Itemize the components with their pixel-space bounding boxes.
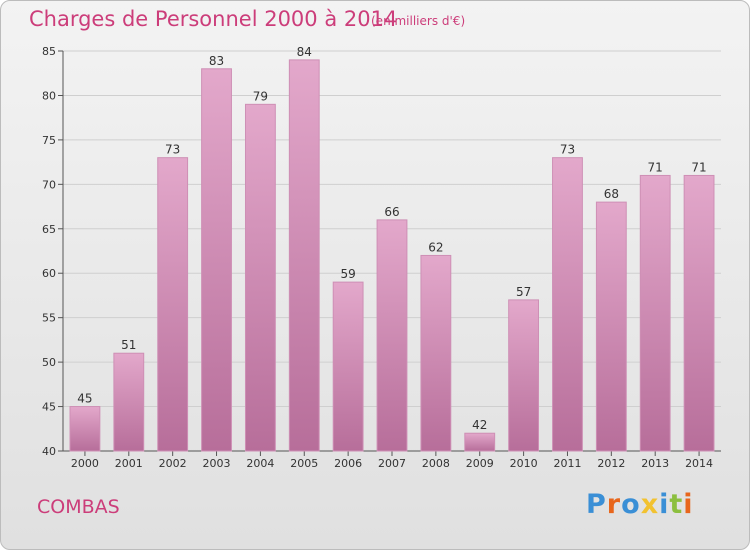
value-label: 83	[209, 54, 224, 68]
bar-2002	[157, 157, 189, 452]
bars	[69, 59, 715, 452]
bar-2010	[508, 299, 540, 452]
value-label: 79	[253, 89, 268, 103]
x-tick-label: 2012	[597, 457, 625, 470]
value-label: 68	[604, 187, 619, 201]
value-label: 42	[472, 418, 487, 432]
bar-2006	[332, 281, 364, 452]
x-tick-label: 2005	[290, 457, 318, 470]
value-label: 62	[428, 240, 443, 254]
y-tick-label: 65	[42, 223, 56, 236]
y-tick-label: 85	[42, 45, 56, 58]
y-tick-label: 55	[42, 312, 56, 325]
y-tick-label: 70	[42, 178, 56, 191]
bar-2007	[376, 219, 408, 452]
proxiti-logo[interactable]: Proxiti	[586, 489, 694, 520]
bar-2001	[113, 352, 145, 452]
value-label: 73	[165, 143, 180, 157]
bar-2011	[552, 157, 583, 452]
y-tick-label: 50	[42, 356, 56, 369]
bar-2008	[420, 254, 452, 452]
logo-letter: P	[586, 489, 607, 520]
x-tick-label: 2006	[334, 457, 362, 470]
x-tick-label: 2010	[510, 457, 538, 470]
y-tick-label: 75	[42, 134, 56, 147]
x-tick-label: 2007	[378, 457, 406, 470]
value-label: 59	[340, 267, 355, 281]
y-tick-label: 80	[42, 89, 56, 102]
bar-2014	[683, 174, 715, 452]
logo-letter: o	[621, 489, 641, 520]
y-tick-label: 60	[42, 267, 56, 280]
logo-letter: i	[659, 489, 670, 520]
value-label: 66	[384, 205, 399, 219]
value-label: 71	[691, 160, 706, 174]
bar-2009	[464, 432, 496, 452]
bar-2004	[244, 103, 276, 452]
x-tick-label: 2013	[641, 457, 669, 470]
value-label: 84	[297, 45, 312, 59]
x-tick-label: 2011	[553, 457, 581, 470]
value-label: 71	[648, 160, 663, 174]
x-tick-label: 2002	[159, 457, 187, 470]
logo-letter: x	[640, 489, 660, 520]
value-label: 57	[516, 285, 531, 299]
bar-2013	[639, 174, 671, 452]
logo-letter: t	[669, 489, 684, 520]
x-tick-label: 2008	[422, 457, 450, 470]
bar-2005	[288, 59, 320, 452]
x-tick-label: 2009	[466, 457, 494, 470]
value-label: 45	[77, 392, 92, 406]
value-label: 51	[121, 338, 136, 352]
value-label: 73	[560, 143, 575, 157]
chart-subtitle: (en milliers d'€)	[371, 14, 466, 28]
x-tick-label: 2014	[685, 457, 713, 470]
logo-letter: r	[606, 489, 622, 520]
y-tick-label: 40	[42, 445, 56, 458]
x-tick-label: 2000	[71, 457, 99, 470]
chart-title: Charges de Personnel 2000 à 2014	[29, 7, 398, 31]
logo-letter: i	[683, 489, 694, 520]
x-tick-label: 2003	[203, 457, 231, 470]
bar-2003	[201, 68, 232, 452]
labels: 40 45 50 55 60 65 70 75 80 85 2000 45 2001 51 2002 73 20…	[42, 45, 713, 470]
y-tick-label: 45	[42, 401, 56, 414]
commune-name: COMBAS	[37, 496, 120, 518]
bar-2012	[595, 201, 627, 452]
bar-2000	[69, 406, 101, 452]
x-tick-label: 2004	[246, 457, 274, 470]
x-tick-label: 2001	[115, 457, 143, 470]
